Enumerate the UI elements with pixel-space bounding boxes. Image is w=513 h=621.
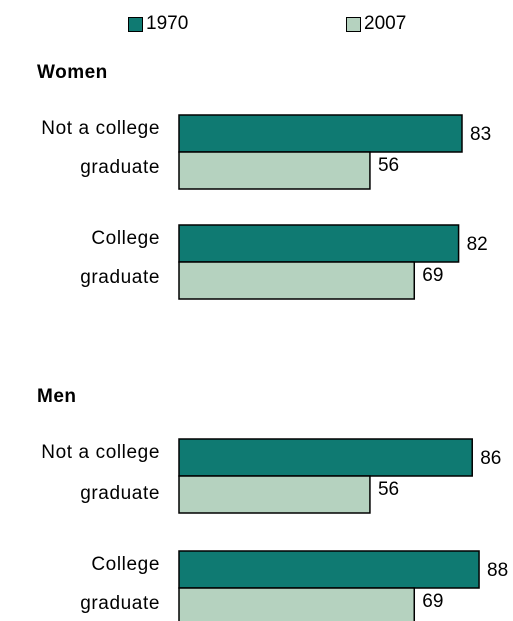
category-label: graduate: [0, 156, 160, 180]
group-title-men: Men: [37, 386, 77, 407]
category-label-line1: College: [91, 228, 160, 249]
legend-swatch-2007: [346, 16, 361, 32]
category-label: graduate: [0, 592, 160, 616]
data-label: 82: [467, 234, 488, 255]
data-label: 86: [480, 448, 501, 469]
category-label-line1: Not a college: [41, 118, 160, 139]
bar-1970: [178, 224, 460, 263]
bar-1970: [178, 550, 480, 589]
data-label: 69: [422, 265, 443, 286]
legend-item-2007: 2007: [346, 12, 406, 36]
legend-item-1970: 1970: [128, 12, 188, 36]
legend-swatch-1970: [128, 16, 143, 32]
data-label: 56: [378, 479, 399, 500]
category-label-line2: graduate: [80, 483, 160, 504]
category-label: College: [0, 553, 160, 577]
category-label: Not a college: [0, 441, 160, 465]
category-label-line1: Not a college: [41, 442, 160, 463]
bar-2007: [178, 261, 416, 300]
bar-1970: [178, 114, 463, 153]
data-label: 56: [378, 155, 399, 176]
category-label-line2: graduate: [80, 267, 160, 288]
bar-2007: [178, 587, 416, 621]
category-label-line1: College: [91, 554, 160, 575]
data-label: 88: [487, 560, 508, 581]
category-label: College: [0, 227, 160, 251]
legend-label-1970: 1970: [146, 13, 189, 34]
bar-1970: [178, 438, 473, 477]
data-label: 69: [422, 591, 443, 612]
bar-2007: [178, 475, 371, 514]
category-label: graduate: [0, 266, 160, 290]
bar-2007: [178, 151, 371, 190]
legend-label-2007: 2007: [364, 13, 407, 34]
category-label-line2: graduate: [80, 157, 160, 178]
category-label-line2: graduate: [80, 593, 160, 614]
group-title-women: Women: [37, 62, 108, 83]
category-label: Not a college: [0, 117, 160, 141]
data-label: 83: [470, 124, 491, 145]
category-label: graduate: [0, 482, 160, 506]
